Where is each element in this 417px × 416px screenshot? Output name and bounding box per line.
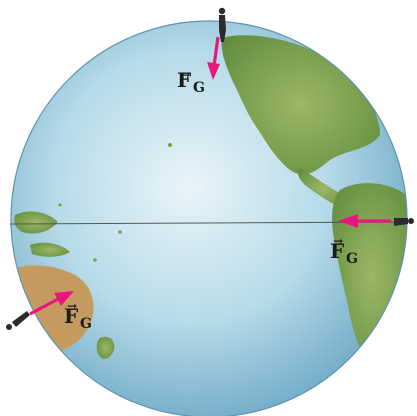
force-symbol: F	[64, 304, 78, 328]
pacific-island	[118, 230, 122, 234]
force-label-right: → F G	[330, 234, 358, 267]
asia-islands	[14, 211, 58, 234]
vector-marker: →	[67, 299, 77, 313]
force-subscript: G	[193, 80, 205, 96]
person-top-figure	[218, 7, 226, 42]
force-subscript: G	[80, 316, 92, 332]
new-guinea-landmass	[30, 242, 70, 257]
force-label-bottom-left: → F G	[64, 299, 92, 332]
pacific-island	[93, 258, 97, 262]
person-bottom-left-figure	[6, 311, 30, 330]
person-right-figure	[394, 218, 414, 226]
pacific-island	[168, 143, 172, 147]
force-symbol: F	[330, 239, 344, 263]
vector-marker: →	[333, 234, 343, 248]
vector-marker: →	[180, 68, 190, 82]
force-subscript: G	[346, 251, 358, 267]
force-label-top: → F G	[177, 68, 205, 96]
new-zealand-landmass	[96, 336, 115, 359]
force-arrow-right	[338, 214, 391, 228]
force-symbol: F	[177, 68, 191, 92]
pacific-island	[58, 203, 62, 207]
force-arrow-bottom-left	[29, 291, 74, 316]
force-arrow-top	[207, 36, 220, 80]
